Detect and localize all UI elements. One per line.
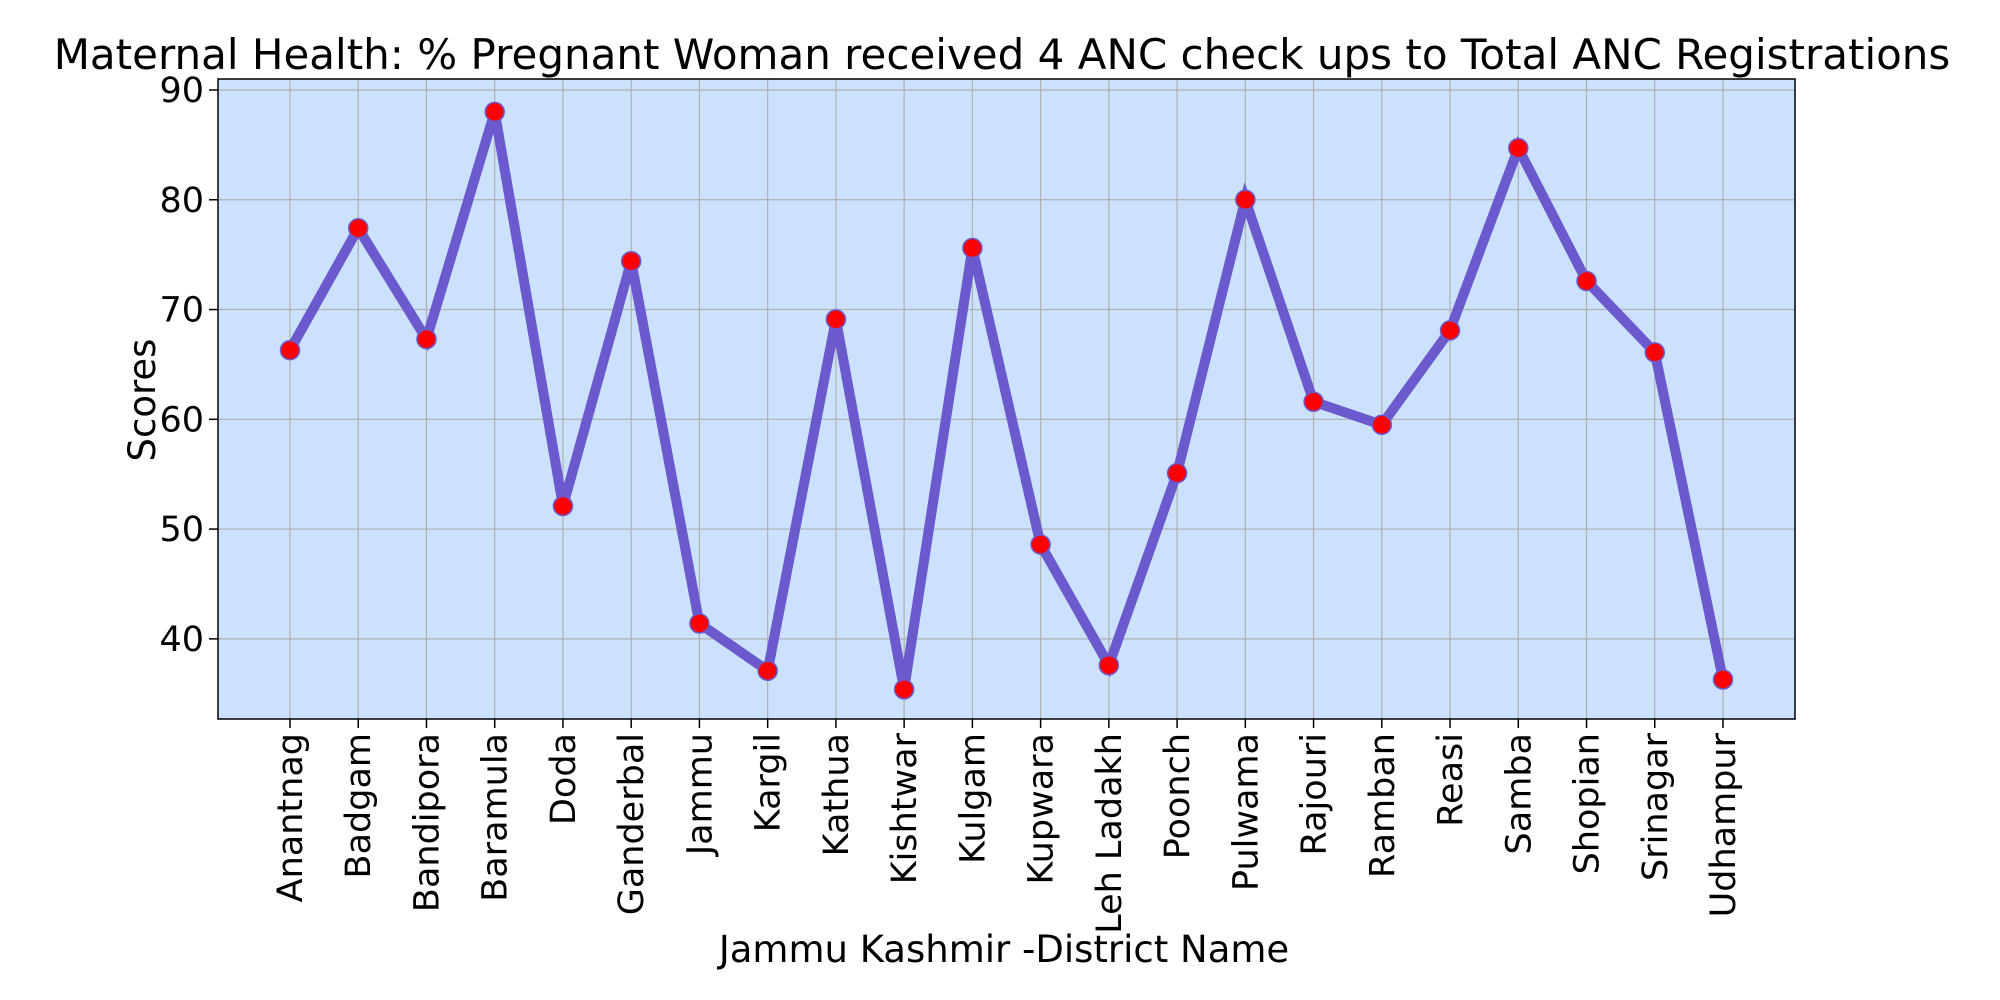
x-tick-label: Pulwama (1226, 733, 1266, 891)
x-tick-label: Ganderbal (612, 733, 652, 915)
y-tick-label: 60 (159, 400, 204, 440)
x-tick-label: Reasi (1431, 733, 1471, 827)
series-line-0 (285, 110, 1728, 691)
x-tick-label: Samba (1499, 733, 1539, 854)
data-point-baramula (484, 101, 505, 123)
x-tick-label: Bandipora (407, 733, 447, 912)
data-point-poonch (1166, 462, 1188, 484)
x-tick-label: Srinagar (1636, 732, 1676, 881)
x-tick-label: Baramula (476, 733, 516, 902)
x-tick-label: Udhampur (1704, 732, 1744, 917)
y-axis-ticks: 40 50 60 70 80 90 (159, 71, 218, 660)
x-tick-label: Kathua (817, 733, 857, 856)
x-axis-ticks: Anantnag Badgam Bandipora Baramula Doda Gande… (271, 719, 1744, 934)
x-tick-label: Doda (544, 733, 584, 825)
x-tick-label: Rajouri (1295, 733, 1335, 855)
x-axis-label: Jammu Kashmir -District Name (717, 928, 1289, 971)
grid-lines (218, 79, 1795, 719)
data-point-ramban (1371, 414, 1393, 436)
data-point-reasi (1439, 320, 1461, 341)
x-tick-label: Kishtwar (885, 732, 925, 884)
data-point-udhampur (1712, 669, 1734, 690)
y-axis-label: Scores (121, 339, 164, 462)
data-point-ganderbal (620, 250, 642, 272)
x-tick-label: Kupwara (1022, 733, 1062, 885)
x-tick-label: Badgam (339, 733, 379, 878)
data-point-bandipora (416, 328, 437, 350)
data-point-kulgam (962, 237, 983, 259)
data-point-shopian (1576, 270, 1597, 292)
data-point-srinagar (1644, 342, 1666, 363)
data-point-kargil (757, 660, 778, 681)
data-point-samba (1508, 137, 1529, 159)
y-tick-label: 90 (159, 71, 204, 111)
plot-frame (217, 78, 1796, 720)
x-tick-label: Kulgam (953, 733, 993, 864)
y-tick-label: 50 (159, 510, 204, 550)
y-tick-label: 80 (159, 181, 204, 221)
data-point-doda (552, 495, 574, 517)
x-tick-label: Leh Ladakh (1090, 733, 1130, 934)
data-point-pulwama (1235, 189, 1256, 211)
x-tick-label: Poonch (1158, 733, 1198, 859)
x-tick-label: Shopian (1568, 733, 1608, 874)
data-point-jammu (689, 613, 710, 634)
x-tick-label: Ramban (1363, 733, 1403, 878)
data-point-leh-ladakh (1098, 654, 1120, 676)
data-markers (279, 101, 1734, 700)
data-point-kathua (825, 309, 847, 330)
data-point-kupwara (1030, 534, 1051, 555)
y-tick-label: 70 (159, 291, 204, 331)
x-tick-label: Jammu (680, 733, 720, 857)
data-point-rajouri (1303, 391, 1324, 412)
chart-title: Maternal Health: % Pregnant Woman receiv… (54, 30, 1951, 79)
x-tick-label: Anantnag (271, 733, 311, 902)
y-tick-label: 40 (159, 620, 204, 660)
data-point-badgam (347, 218, 369, 239)
x-tick-label: Kargil (749, 733, 789, 832)
series-line (285, 110, 1728, 691)
data-point-kishtwar (893, 679, 915, 700)
data-point-anantnag (279, 339, 301, 361)
